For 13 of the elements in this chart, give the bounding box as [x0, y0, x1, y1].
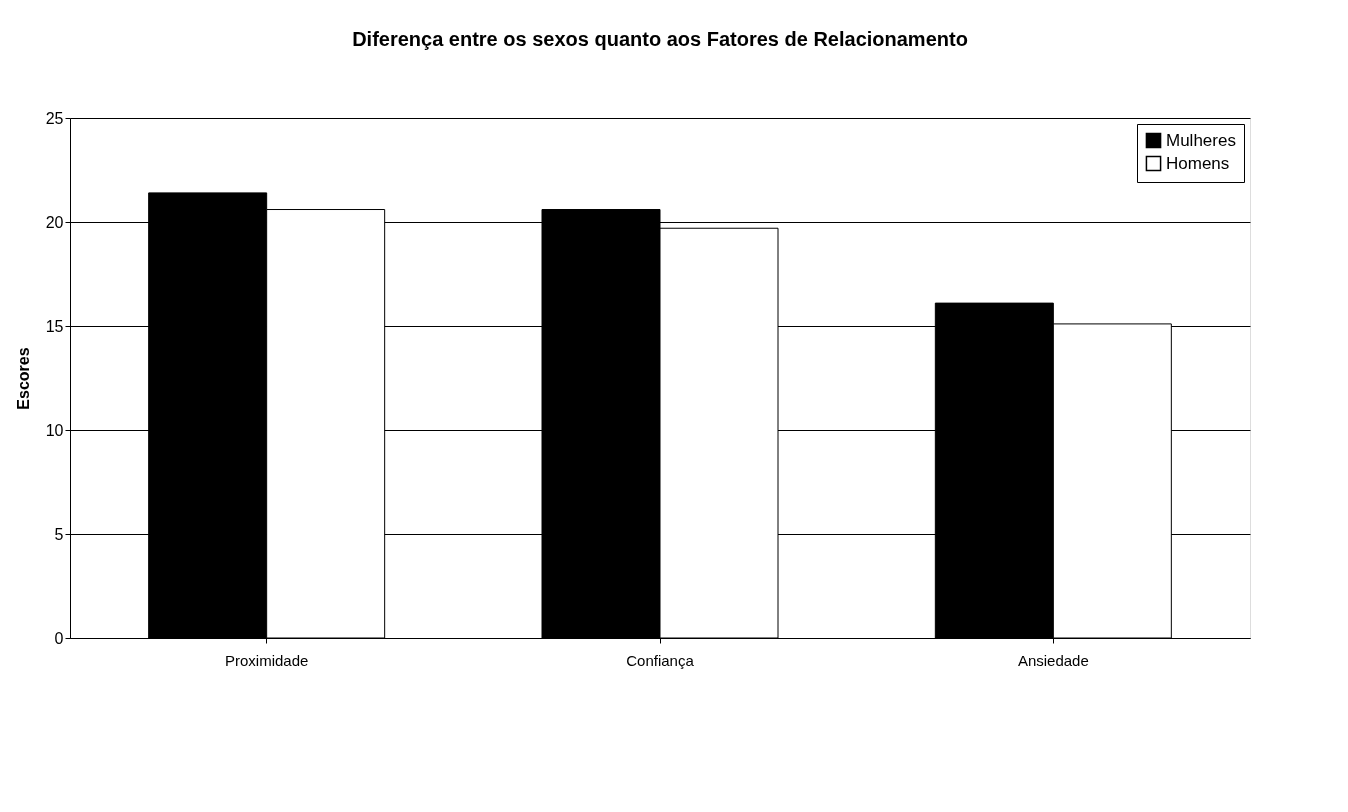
x-tick-label: Ansiedade	[1017, 651, 1089, 669]
y-tick-label: 20	[45, 213, 64, 231]
x-tick-label: Confiança	[626, 651, 695, 669]
legend-label: Homens	[1166, 153, 1230, 173]
chart-title: Diferença entre os sexos quanto aos Fatores de Relacionamento	[352, 28, 968, 50]
y-tick-label: 10	[45, 421, 64, 439]
y-axis-title: Escores	[14, 347, 32, 410]
x-tick-label: Proximidade	[224, 651, 309, 669]
y-tick-label: 5	[54, 525, 64, 543]
y-tick-label: 25	[45, 109, 64, 127]
y-tick-label: 0	[54, 629, 64, 647]
legend-label: Mulheres	[1166, 130, 1236, 150]
y-tick-label: 15	[45, 317, 64, 335]
